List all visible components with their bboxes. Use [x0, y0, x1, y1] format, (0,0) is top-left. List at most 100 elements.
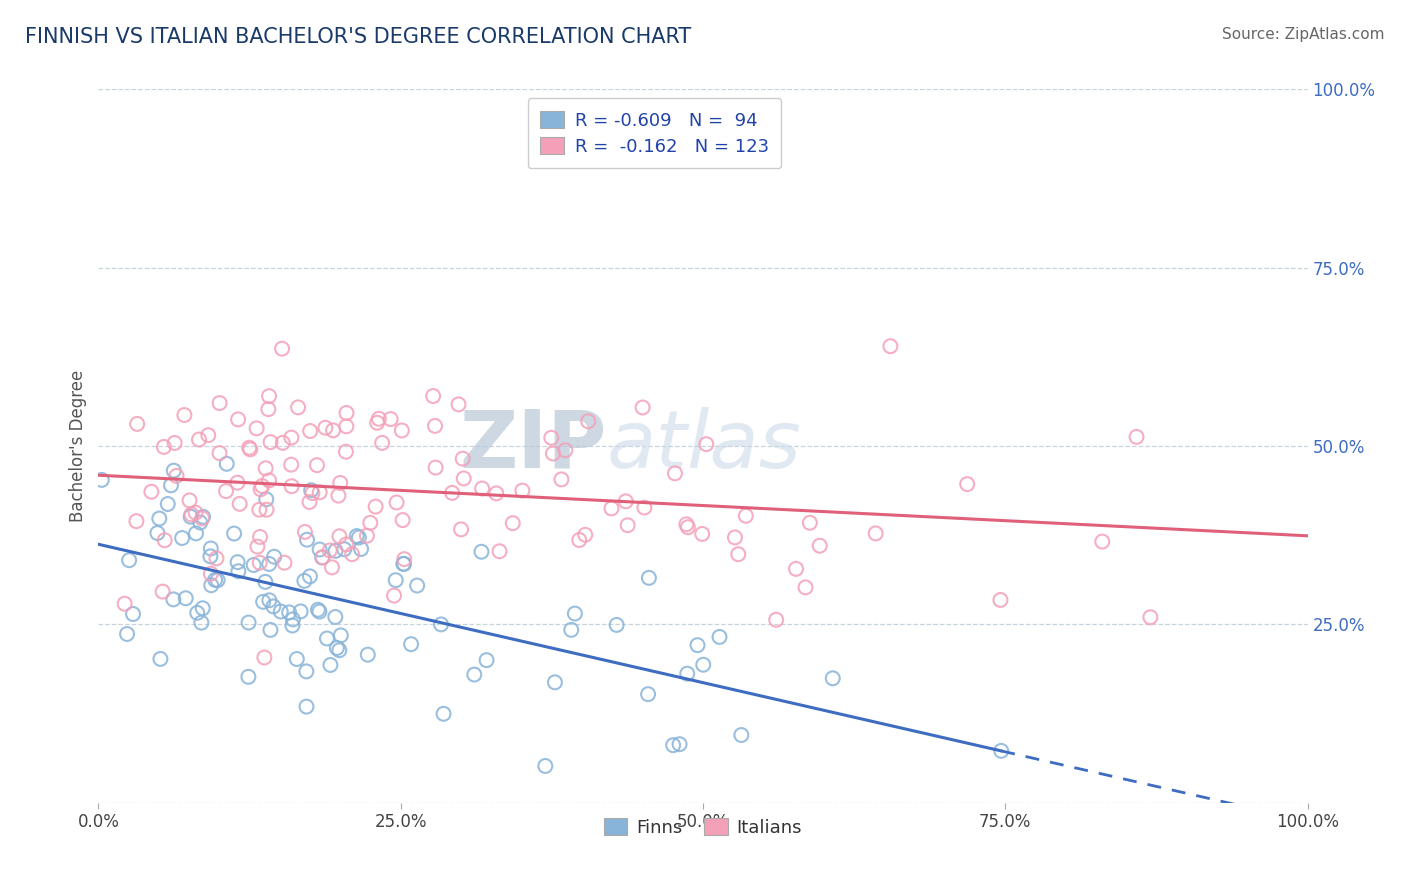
Point: [380, 412, 402, 426]
Point: [724, 530, 747, 544]
Point: [200, 549, 222, 564]
Point: [322, 423, 344, 437]
Point: [148, 511, 170, 525]
Point: [346, 529, 368, 543]
Point: [238, 615, 260, 630]
Point: [162, 592, 184, 607]
Point: [371, 436, 394, 450]
Point: [273, 556, 295, 570]
Point: [576, 414, 599, 428]
Point: [281, 618, 304, 632]
Point: [879, 339, 901, 353]
Point: [295, 699, 318, 714]
Point: [321, 560, 343, 574]
Point: [422, 389, 444, 403]
Point: [340, 547, 363, 561]
Point: [485, 486, 508, 500]
Point: [295, 533, 318, 547]
Point: [488, 544, 510, 558]
Point: [470, 545, 492, 559]
Point: [270, 605, 292, 619]
Point: [391, 513, 413, 527]
Point: [262, 599, 284, 614]
Point: [301, 486, 323, 500]
Point: [311, 550, 333, 565]
Point: [166, 468, 188, 483]
Point: [392, 557, 415, 571]
Point: [564, 607, 586, 621]
Point: [257, 389, 280, 403]
Point: [180, 508, 202, 522]
Point: [257, 474, 280, 488]
Legend: Finns, Italians: Finns, Italians: [596, 811, 810, 844]
Point: [323, 610, 346, 624]
Point: [226, 412, 249, 426]
Point: [357, 648, 380, 662]
Point: [540, 431, 562, 445]
Point: [184, 506, 207, 520]
Point: [328, 529, 350, 543]
Point: [257, 557, 280, 571]
Point: [382, 589, 405, 603]
Point: [367, 412, 389, 426]
Point: [299, 424, 322, 438]
Point: [319, 543, 342, 558]
Point: [311, 550, 333, 565]
Point: [254, 461, 277, 475]
Point: [633, 500, 655, 515]
Point: [308, 485, 330, 500]
Point: [127, 417, 149, 431]
Point: [1125, 430, 1147, 444]
Point: [1139, 610, 1161, 624]
Point: [257, 402, 280, 417]
Point: [191, 601, 214, 615]
Point: [174, 591, 197, 606]
Point: [280, 479, 302, 493]
Point: [335, 537, 357, 551]
Point: [676, 666, 699, 681]
Point: [328, 489, 350, 503]
Point: [471, 482, 494, 496]
Point: [391, 424, 413, 438]
Point: [191, 509, 214, 524]
Point: [246, 540, 269, 554]
Point: [146, 526, 169, 541]
Point: [259, 593, 281, 607]
Point: [430, 617, 453, 632]
Point: [335, 444, 357, 458]
Point: [990, 744, 1012, 758]
Point: [432, 706, 454, 721]
Point: [606, 618, 628, 632]
Point: [329, 628, 352, 642]
Point: [249, 530, 271, 544]
Point: [204, 573, 226, 587]
Point: [1091, 534, 1114, 549]
Point: [451, 451, 474, 466]
Point: [676, 520, 699, 534]
Point: [359, 516, 381, 530]
Point: [294, 524, 316, 539]
Point: [238, 670, 260, 684]
Point: [690, 527, 713, 541]
Point: [207, 573, 229, 587]
Point: [356, 529, 378, 543]
Point: [808, 539, 831, 553]
Point: [271, 342, 294, 356]
Point: [115, 627, 138, 641]
Point: [600, 501, 623, 516]
Point: [821, 671, 844, 685]
Point: [247, 502, 270, 516]
Point: [668, 737, 690, 751]
Point: [226, 555, 249, 569]
Point: [638, 571, 661, 585]
Point: [734, 508, 756, 523]
Point: [254, 492, 277, 507]
Point: [191, 511, 214, 525]
Point: [765, 613, 787, 627]
Point: [692, 657, 714, 672]
Point: [727, 547, 749, 561]
Point: [118, 553, 141, 567]
Point: [280, 458, 302, 472]
Point: [956, 477, 979, 491]
Point: [631, 401, 654, 415]
